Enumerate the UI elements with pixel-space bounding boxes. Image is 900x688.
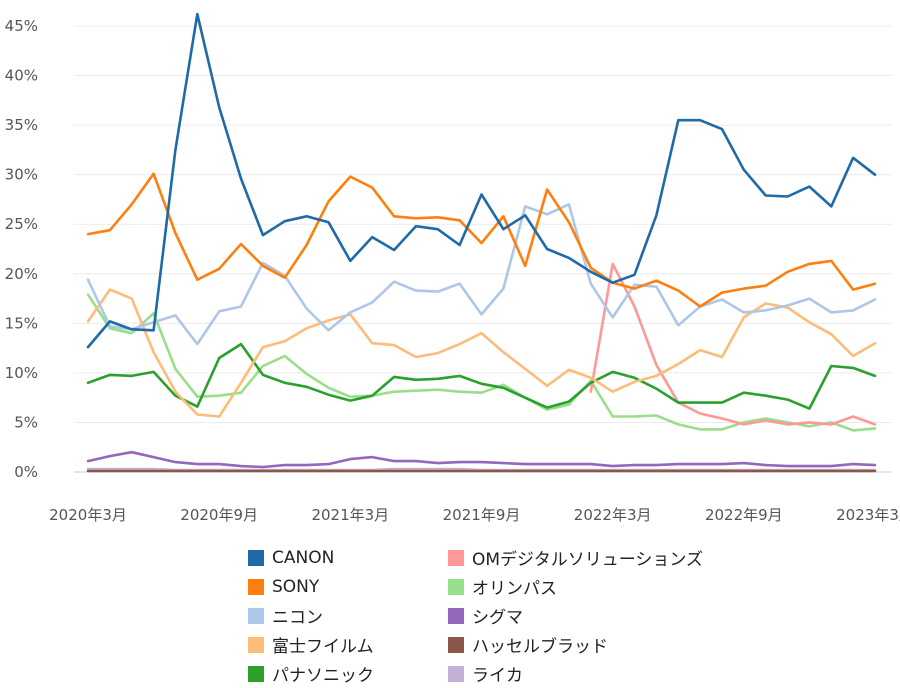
- y-tick-label: 45%: [5, 17, 38, 35]
- x-tick-label: 2021年9月: [443, 506, 521, 524]
- series-line: [86, 450, 877, 469]
- x-tick-label: 2021年3月: [311, 506, 389, 524]
- legend-swatch: [448, 549, 464, 566]
- legend-label: 富士フイルム: [272, 637, 374, 657]
- legend-label: シグマ: [472, 608, 523, 628]
- x-tick-label: 2023年3月: [836, 506, 900, 524]
- legend-swatch: [448, 665, 464, 682]
- legend-item: 富士フイルム: [248, 630, 374, 659]
- x-tick-label: 2022年3月: [574, 506, 652, 524]
- legend-label: オリンパス: [472, 579, 557, 599]
- series-line: [589, 262, 877, 426]
- y-tick-label: 5%: [14, 413, 38, 431]
- series-line: [86, 342, 877, 410]
- legend-swatch: [248, 607, 264, 624]
- legend-swatch: [248, 578, 264, 595]
- legend-swatch: [448, 578, 464, 595]
- y-tick-label: 20%: [5, 265, 38, 283]
- series-lines: [86, 12, 877, 473]
- legend-label: OMデジタルソリューションズ: [472, 550, 704, 570]
- legend-label: パナソニック: [272, 666, 374, 686]
- legend-item: オリンパス: [448, 572, 703, 601]
- legend-column-left: CANON SONY ニコン富士フイルム パナソニック: [248, 543, 374, 688]
- legend-label: CANON: [272, 547, 335, 568]
- y-tick-label: 10%: [5, 364, 38, 382]
- legend-swatch: [248, 549, 264, 566]
- legend-item: CANON: [248, 543, 374, 572]
- series-line: [86, 172, 877, 308]
- legend-swatch: [248, 665, 264, 682]
- y-tick-label: 35%: [5, 116, 38, 134]
- series-line: [86, 288, 877, 418]
- legend-label: SONY: [272, 576, 320, 597]
- legend-column-right: OMデジタルソリューションズ オリンパスシグマハッセルブラッド ライカ: [448, 543, 703, 688]
- legend-item: ライカ: [448, 659, 703, 688]
- series-line: [86, 293, 877, 432]
- legend-swatch: [448, 607, 464, 624]
- y-tick-label: 40%: [5, 67, 38, 85]
- x-tick-label: 2020年9月: [180, 506, 258, 524]
- y-tick-label: 15%: [5, 314, 38, 332]
- series-line: [86, 203, 877, 346]
- legend-swatch: [248, 636, 264, 653]
- y-tick-label: 30%: [5, 166, 38, 184]
- legend-item: SONY: [248, 572, 374, 601]
- legend-item: OMデジタルソリューションズ: [448, 543, 703, 572]
- y-tick-label: 25%: [5, 215, 38, 233]
- legend-swatch: [448, 636, 464, 653]
- legend-label: ライカ: [472, 666, 523, 686]
- line-chart: 0% 5% 10% 15% 20% 25% 30% 35% 40% 45% 2020年3月 2020年…: [5, 12, 900, 524]
- axes: 0% 5% 10% 15% 20% 25% 30% 35% 40% 45% 2020年3月 2020年…: [5, 17, 900, 524]
- legend-label: ハッセルブラッド: [472, 637, 608, 657]
- x-tick-label: 2020年3月: [49, 506, 127, 524]
- legend-item: パナソニック: [248, 659, 374, 688]
- x-tick-label: 2022年9月: [705, 506, 783, 524]
- legend-label: ニコン: [272, 608, 323, 628]
- series-line: [86, 12, 877, 349]
- legend-item: シグマ: [448, 601, 703, 630]
- legend-item: ハッセルブラッド: [448, 630, 703, 659]
- legend-item: ニコン: [248, 601, 374, 630]
- y-tick-label: 0%: [14, 463, 38, 481]
